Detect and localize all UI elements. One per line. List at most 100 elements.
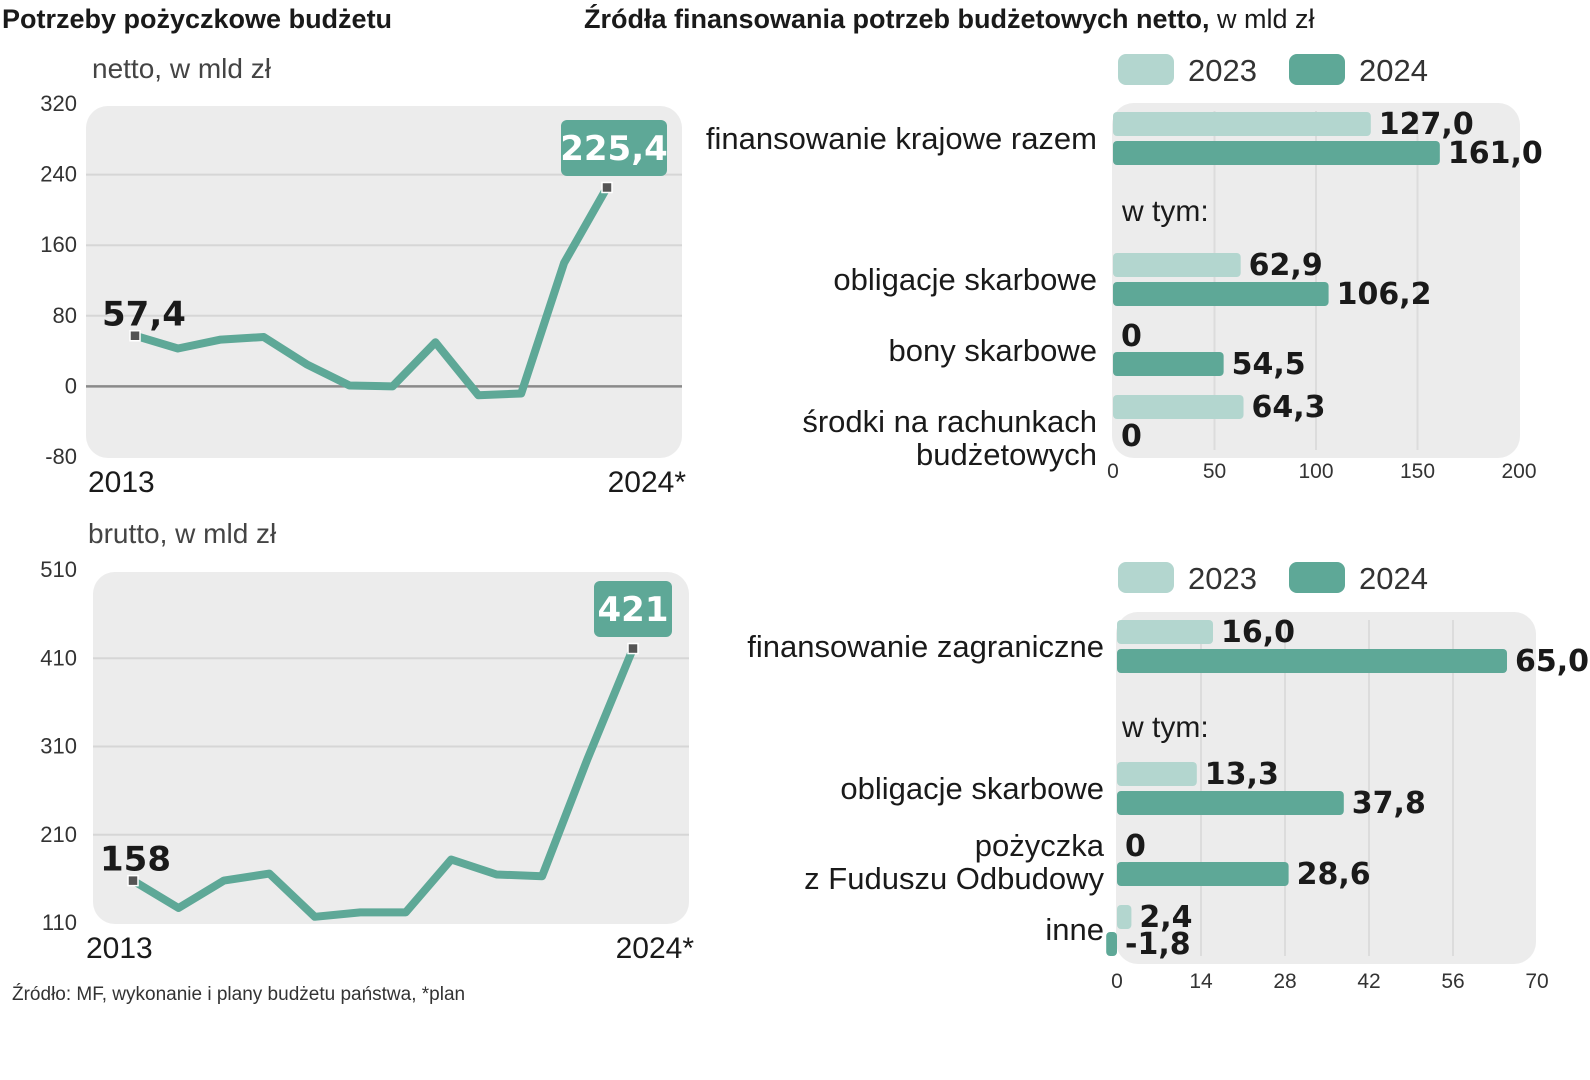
legend-label-2023: 2023 [1188,561,1257,596]
left-title: Potrzeby pożyczkowe budżetu [2,4,392,34]
end-value-label: 421 [598,590,669,630]
legend-swatch-2024 [1289,562,1345,593]
right-title-bold: Źródła finansowania potrzeb budżetowych … [584,3,1210,34]
x-tick-label: 200 [1501,460,1536,483]
bar-value-label: 161,0 [1448,136,1543,171]
plot-panel [93,572,689,924]
category-label: finansowanie krajowe razem [706,121,1097,156]
bar-value-label: 65,0 [1515,644,1589,679]
source-note: Źródło: MF, wykonanie i plany budżetu pa… [12,984,465,1005]
bar-2024 [1113,282,1329,306]
category-group: obligacje skarbowe 13,3 37,8 [840,757,1425,821]
legend: 2023 2024 [1118,561,1428,596]
category-group: finansowanie zagraniczne 16,0 65,0 [747,615,1589,679]
bar-value-label: 0 [1125,829,1146,864]
bar-value-label: 13,3 [1205,757,1279,792]
y-tick-label: 80 [53,303,77,328]
bar-2023 [1117,762,1197,786]
category-group: inne 2,4-1,8 [1045,900,1192,962]
end-value-badge [594,581,672,637]
bar-value-label: 127,0 [1379,107,1474,142]
bar-value-label: 54,5 [1232,347,1306,382]
x-tick-label: 28 [1273,970,1296,993]
y-tick-label: 240 [40,162,77,187]
category-group: bony skarbowe 0 54,5 [888,319,1305,382]
y-tick-label: 310 [40,734,77,759]
bar-value-label: 62,9 [1249,248,1323,283]
bar-2023 [1113,253,1241,277]
legend-label-2024: 2024 [1359,561,1428,596]
chart-subtitle: brutto, w mld zł [88,518,277,549]
series-line [131,183,611,400]
right-title: Źródła finansowania potrzeb budżetowych … [584,3,1315,34]
right-title-unit: w mld zł [1210,4,1315,34]
x-start-label: 2013 [88,466,155,499]
bar-chart-foreign-financing: 2023 2024 0 14 28 42 56 70 w tym: finansowanie za… [747,561,1589,993]
bar-chart-domestic-financing: 2023 2024 0 50 100 150 200 w tym: finansowanie k… [706,53,1543,483]
y-tick-label: 0 [65,373,77,398]
y-tick-label: 160 [40,232,77,257]
bar-2023 [1113,395,1244,419]
bar-2024 [1113,352,1224,376]
bar-value-label: 37,8 [1352,786,1426,821]
start-marker [127,874,139,887]
end-value-label: 225,4 [560,129,668,169]
category-label: pożyczka [975,828,1105,863]
x-end-label: 2024* [608,466,687,499]
start-value-label: 158 [100,840,171,880]
bar-2023 [1113,112,1371,136]
end-marker [627,642,639,655]
x-tick-label: 42 [1357,970,1380,993]
bar-2023 [1117,905,1132,929]
y-tick-label: 110 [42,910,77,935]
y-tick-label: 320 [40,91,77,116]
legend: 2023 2024 [1118,53,1428,88]
legend-swatch-2024 [1289,54,1345,85]
series-line [129,644,637,921]
x-tick-label: 70 [1525,970,1548,993]
category-label: finansowanie zagraniczne [747,629,1104,664]
bar-value-label: 28,6 [1297,857,1371,892]
category-label: obligacje skarbowe [840,771,1104,806]
end-value-badge [561,120,667,176]
bar-value-label: -1,8 [1125,927,1191,962]
bar-2023 [1117,620,1213,644]
x-tick-label: 0 [1107,460,1119,483]
bar-2024 [1117,791,1344,815]
start-value-label: 57,4 [102,295,186,335]
line-chart-netto: netto, w mld zł 320 240 160 80 0 -80 57,4 225,4 2… [40,53,686,499]
x-tick-label: 0 [1111,970,1123,993]
category-label: z Fuduszu Odbudowy [804,861,1104,896]
x-tick-label: 100 [1298,460,1333,483]
x-tick-label: 150 [1400,460,1435,483]
bar-value-label: 0 [1121,419,1142,454]
x-tick-label: 50 [1203,460,1226,483]
bar-value-label: 64,3 [1252,390,1326,425]
category-label: budżetowych [916,437,1097,472]
y-tick-label: 210 [40,822,77,847]
y-tick-label: -80 [45,444,77,469]
chart-subtitle: netto, w mld zł [92,53,272,84]
category-label: inne [1045,912,1104,947]
bar-2024 [1117,649,1507,673]
legend-swatch-2023 [1118,54,1174,85]
start-marker [129,329,141,342]
category-label: środki na rachunkach [802,404,1097,439]
subheading-w-tym: w tym: [1121,711,1209,744]
x-tick-label: 14 [1189,970,1213,993]
bar-value-label: 106,2 [1337,277,1432,312]
x-start-label: 2013 [86,932,153,965]
x-tick-label: 56 [1441,970,1464,993]
bar-value-label: 2,4 [1139,900,1192,935]
bar-2024 [1117,862,1289,886]
category-label: obligacje skarbowe [833,262,1097,297]
legend-label-2023: 2023 [1188,53,1257,88]
category-group: obligacje skarbowe 62,9 106,2 [833,248,1431,312]
x-end-label: 2024* [616,932,695,965]
legend-swatch-2023 [1118,562,1174,593]
end-marker [601,181,613,194]
